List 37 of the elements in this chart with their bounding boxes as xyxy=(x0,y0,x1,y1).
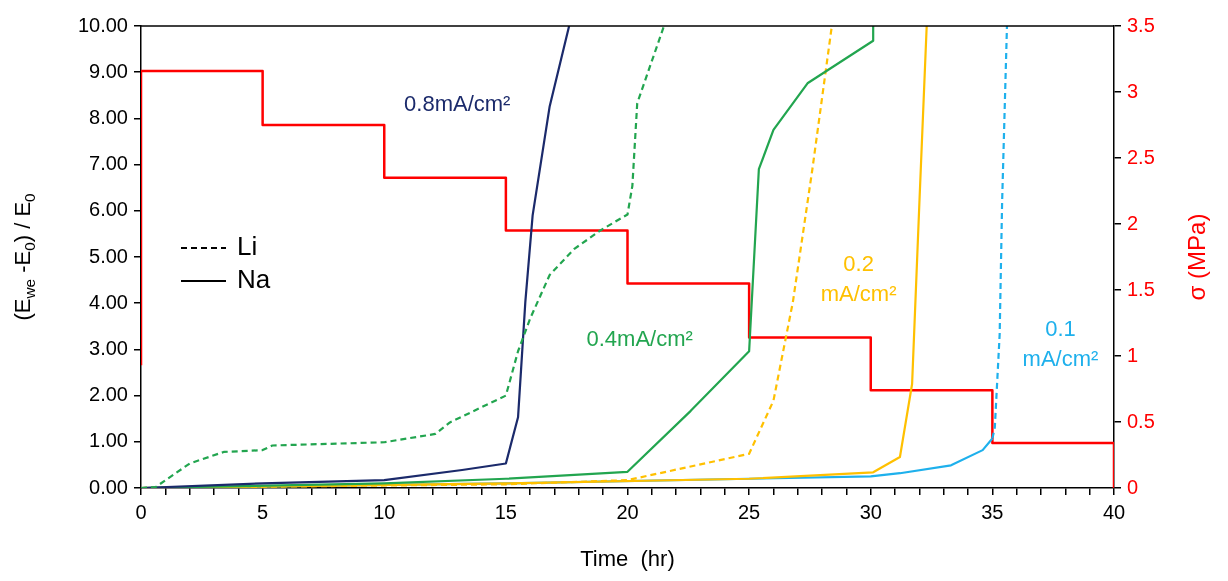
text: 0.1 mA/cm² xyxy=(1022,315,1099,371)
y2-tick-label: 1 xyxy=(1127,343,1139,366)
series-label: 0.4mA/cm² xyxy=(586,326,693,352)
x-tick-label: 30 xyxy=(859,500,882,523)
annotation: Li xyxy=(237,231,258,262)
y-tick-label: 10.00 xyxy=(77,13,128,36)
y-tick-label: 8.00 xyxy=(89,105,128,128)
x-tick-label: 35 xyxy=(981,500,1004,523)
y-tick-label: 5.00 xyxy=(89,244,128,267)
y2-axis-title: σ (MPa) xyxy=(1182,213,1210,301)
series-label: 0.2 mA/cm² xyxy=(820,251,897,307)
series-label: 0.8mA/cm² xyxy=(404,90,511,116)
y-axis-title: (Ewe -E0) / E0 xyxy=(10,193,38,321)
annotation: Na xyxy=(237,264,271,295)
x-tick-label: 20 xyxy=(616,500,639,523)
y-tick-label: 6.00 xyxy=(89,198,128,221)
x-tick-label: 15 xyxy=(494,500,517,523)
y2-tick-label: 0.5 xyxy=(1127,409,1155,432)
y-tick-label: 9.00 xyxy=(89,59,128,82)
y2-tick-label: 2.5 xyxy=(1127,145,1155,168)
y2-tick-label: 3 xyxy=(1127,79,1139,102)
y-tick-label: 1.00 xyxy=(89,429,128,452)
x-tick-label: 25 xyxy=(738,500,761,523)
x-tick-label: 10 xyxy=(373,500,396,523)
y2-tick-label: 0 xyxy=(1127,475,1139,498)
x-tick-label: 5 xyxy=(257,500,269,523)
y-tick-label: 0.00 xyxy=(89,475,128,498)
x-tick-label: 40 xyxy=(1102,500,1126,523)
y2-tick-label: 2 xyxy=(1127,211,1139,234)
y-tick-label: 4.00 xyxy=(89,290,128,313)
y-tick-label: 7.00 xyxy=(89,152,128,175)
x-tick-label: 0 xyxy=(135,500,147,523)
y2-tick-label: 3.5 xyxy=(1127,13,1155,36)
x-axis-title: Time (hr) xyxy=(580,546,675,572)
y2-tick-label: 1.5 xyxy=(1127,277,1155,300)
y-tick-label: 2.00 xyxy=(89,383,128,406)
y-tick-label: 3.00 xyxy=(89,336,128,359)
